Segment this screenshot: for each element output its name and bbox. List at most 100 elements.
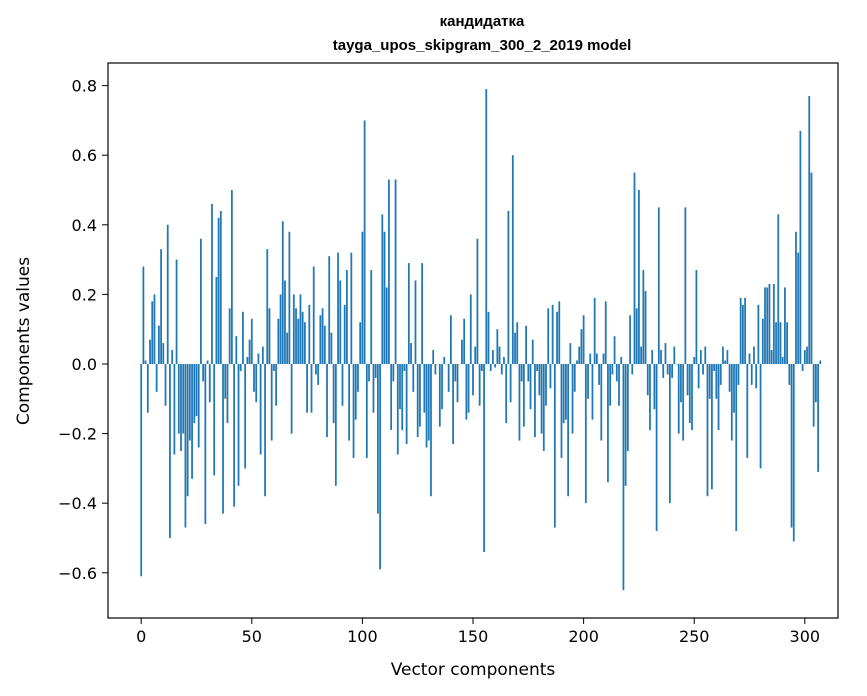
x-tick-label: 250 <box>679 627 710 646</box>
bar <box>430 363 432 497</box>
bar <box>414 280 417 364</box>
bar <box>321 308 324 364</box>
bar <box>534 363 536 438</box>
bar <box>363 120 366 364</box>
x-tick-label: 200 <box>568 627 599 646</box>
bar <box>454 363 457 382</box>
x-tick-label: 300 <box>790 627 821 646</box>
bar <box>487 311 490 364</box>
bar <box>146 363 149 413</box>
bar <box>295 308 297 364</box>
bar <box>379 363 381 570</box>
bar <box>646 363 649 396</box>
bar <box>376 363 379 514</box>
bar <box>239 363 242 371</box>
bar <box>306 363 308 413</box>
bar <box>819 360 822 364</box>
bar <box>235 336 238 364</box>
bar <box>520 363 523 382</box>
bar <box>281 221 284 364</box>
bar <box>449 315 452 364</box>
bar <box>781 357 784 364</box>
bar <box>759 363 762 469</box>
bar <box>649 363 651 431</box>
x-axis-ticks: 0 50 100 150 200 250 300 <box>136 618 820 646</box>
bar <box>215 277 218 364</box>
bar <box>642 270 645 364</box>
bar <box>542 363 545 451</box>
bar <box>730 363 733 441</box>
bar <box>737 363 740 385</box>
bar <box>142 266 145 364</box>
y-tick-label: 0.6 <box>72 146 97 165</box>
bar <box>434 363 437 375</box>
bar <box>273 363 275 371</box>
bar <box>237 363 240 486</box>
bar <box>509 363 512 403</box>
bar <box>545 363 547 406</box>
bar <box>394 179 397 364</box>
x-tick-label: 100 <box>347 627 378 646</box>
bar <box>184 363 187 528</box>
bar <box>788 363 791 385</box>
bar <box>492 350 494 364</box>
bar <box>396 363 399 455</box>
bar <box>662 363 665 378</box>
bar <box>695 270 698 364</box>
bar <box>660 350 662 364</box>
x-tick-label: 150 <box>458 627 489 646</box>
bar <box>739 297 742 364</box>
bar <box>339 280 342 364</box>
bar <box>317 363 320 385</box>
bar <box>593 297 596 364</box>
bar <box>202 363 205 382</box>
bar <box>812 363 815 427</box>
bar <box>799 130 802 364</box>
bar <box>372 363 375 413</box>
bar <box>615 363 618 382</box>
bar <box>580 329 583 364</box>
bar <box>624 363 627 486</box>
bar <box>257 353 260 364</box>
bar <box>584 363 587 504</box>
bar <box>175 259 178 364</box>
bar <box>483 363 485 552</box>
bar <box>498 346 501 364</box>
bar <box>582 315 585 364</box>
bar <box>511 155 514 364</box>
bar <box>195 363 198 417</box>
bar <box>211 203 213 364</box>
bar <box>171 350 174 364</box>
bar <box>604 301 607 364</box>
bar <box>722 346 724 364</box>
x-axis-label: Vector components <box>391 660 556 680</box>
bar <box>697 363 700 389</box>
bar <box>383 231 386 364</box>
bar <box>361 231 364 364</box>
bar <box>795 231 797 364</box>
bar <box>576 360 578 364</box>
bar <box>226 363 229 424</box>
bar <box>474 346 477 364</box>
bar <box>538 363 541 396</box>
bar <box>595 353 598 364</box>
bar <box>374 363 377 378</box>
bar <box>337 252 339 364</box>
bar <box>598 363 600 385</box>
bar <box>750 363 753 385</box>
bar <box>607 363 609 483</box>
bar <box>299 294 302 364</box>
bar <box>354 363 357 420</box>
bar <box>155 363 158 392</box>
bar <box>182 363 185 434</box>
bar <box>421 263 424 364</box>
bar <box>346 270 348 364</box>
bar <box>693 357 696 364</box>
bar <box>704 346 707 364</box>
bar <box>197 363 200 448</box>
y-axis-label: Components values <box>14 257 34 425</box>
bar <box>310 363 313 413</box>
bar <box>359 322 362 364</box>
bar <box>193 363 196 424</box>
